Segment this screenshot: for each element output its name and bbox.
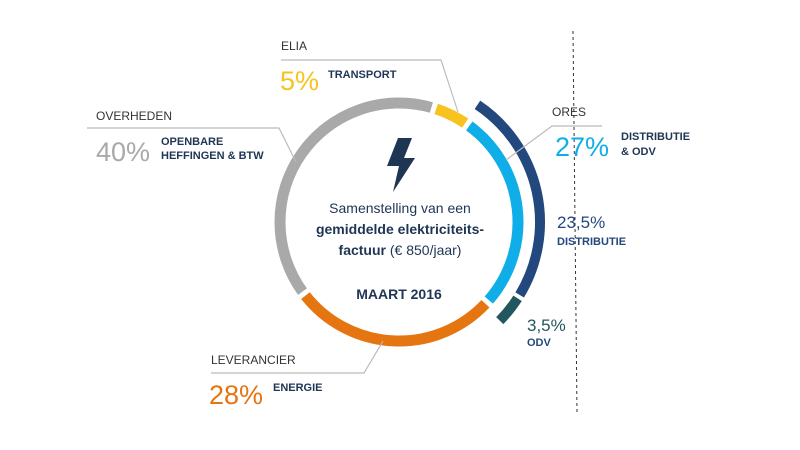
lightning-bolt-icon [387, 138, 415, 192]
label-elia-desc: TRANSPORT [328, 69, 397, 81]
center-line-3: factuur (€ 850/jaar) [339, 242, 462, 258]
label-overheden-desc-1: OPENBARE [161, 136, 223, 148]
label-overheden-desc-2: HEFFINGEN & BTW [161, 150, 264, 162]
slice-leverancier [301, 292, 490, 347]
label-odv-percent: 3,5% [527, 316, 566, 335]
dashed-separator-line [572, 30, 578, 414]
label-leverancier-name: LEVERANCIER [211, 353, 296, 367]
leader-lines [87, 59, 602, 374]
label-ores-desc-1: DISTRIBUTIE [621, 131, 690, 143]
label-ores-name: ORES [552, 105, 586, 119]
label-ores-percent: 27% [555, 132, 609, 162]
leader-line-elia [281, 59, 459, 113]
slice-overheden [274, 97, 433, 295]
center-date: MAART 2016 [356, 286, 442, 302]
label-elia-name: ELIA [281, 39, 307, 53]
center-line-3-bold: factuur [339, 242, 387, 258]
label-leverancier-percent: 28% [209, 380, 263, 410]
label-overheden-name: OVERHEDEN [96, 109, 172, 123]
leader-line-leverancier [211, 340, 384, 374]
breakdown-arc-distributie [474, 100, 545, 298]
center-line-1: Samenstelling van een [329, 200, 471, 216]
slice-elia [434, 103, 469, 128]
slice-ores [466, 121, 524, 304]
breakdown-ring [474, 100, 545, 325]
label-elia-percent: 5% [280, 66, 319, 96]
label-overheden-percent: 40% [96, 137, 150, 167]
donut-ring [274, 97, 524, 347]
center-line-3-rest: (€ 850/jaar) [386, 242, 461, 258]
leader-line-ores [505, 125, 602, 161]
breakdown-arc-odv [496, 295, 522, 325]
center-line-2: gemiddelde elektriciteits- [316, 221, 484, 237]
leader-line-overheden [87, 127, 297, 163]
label-odv-name: ODV [527, 337, 552, 349]
label-distributie-percent: 23,5% [557, 213, 605, 232]
label-distributie-name: DISTRIBUTIE [557, 236, 626, 248]
label-leverancier-desc: ENERGIE [273, 382, 323, 394]
label-ores-desc-2: & ODV [621, 146, 657, 158]
